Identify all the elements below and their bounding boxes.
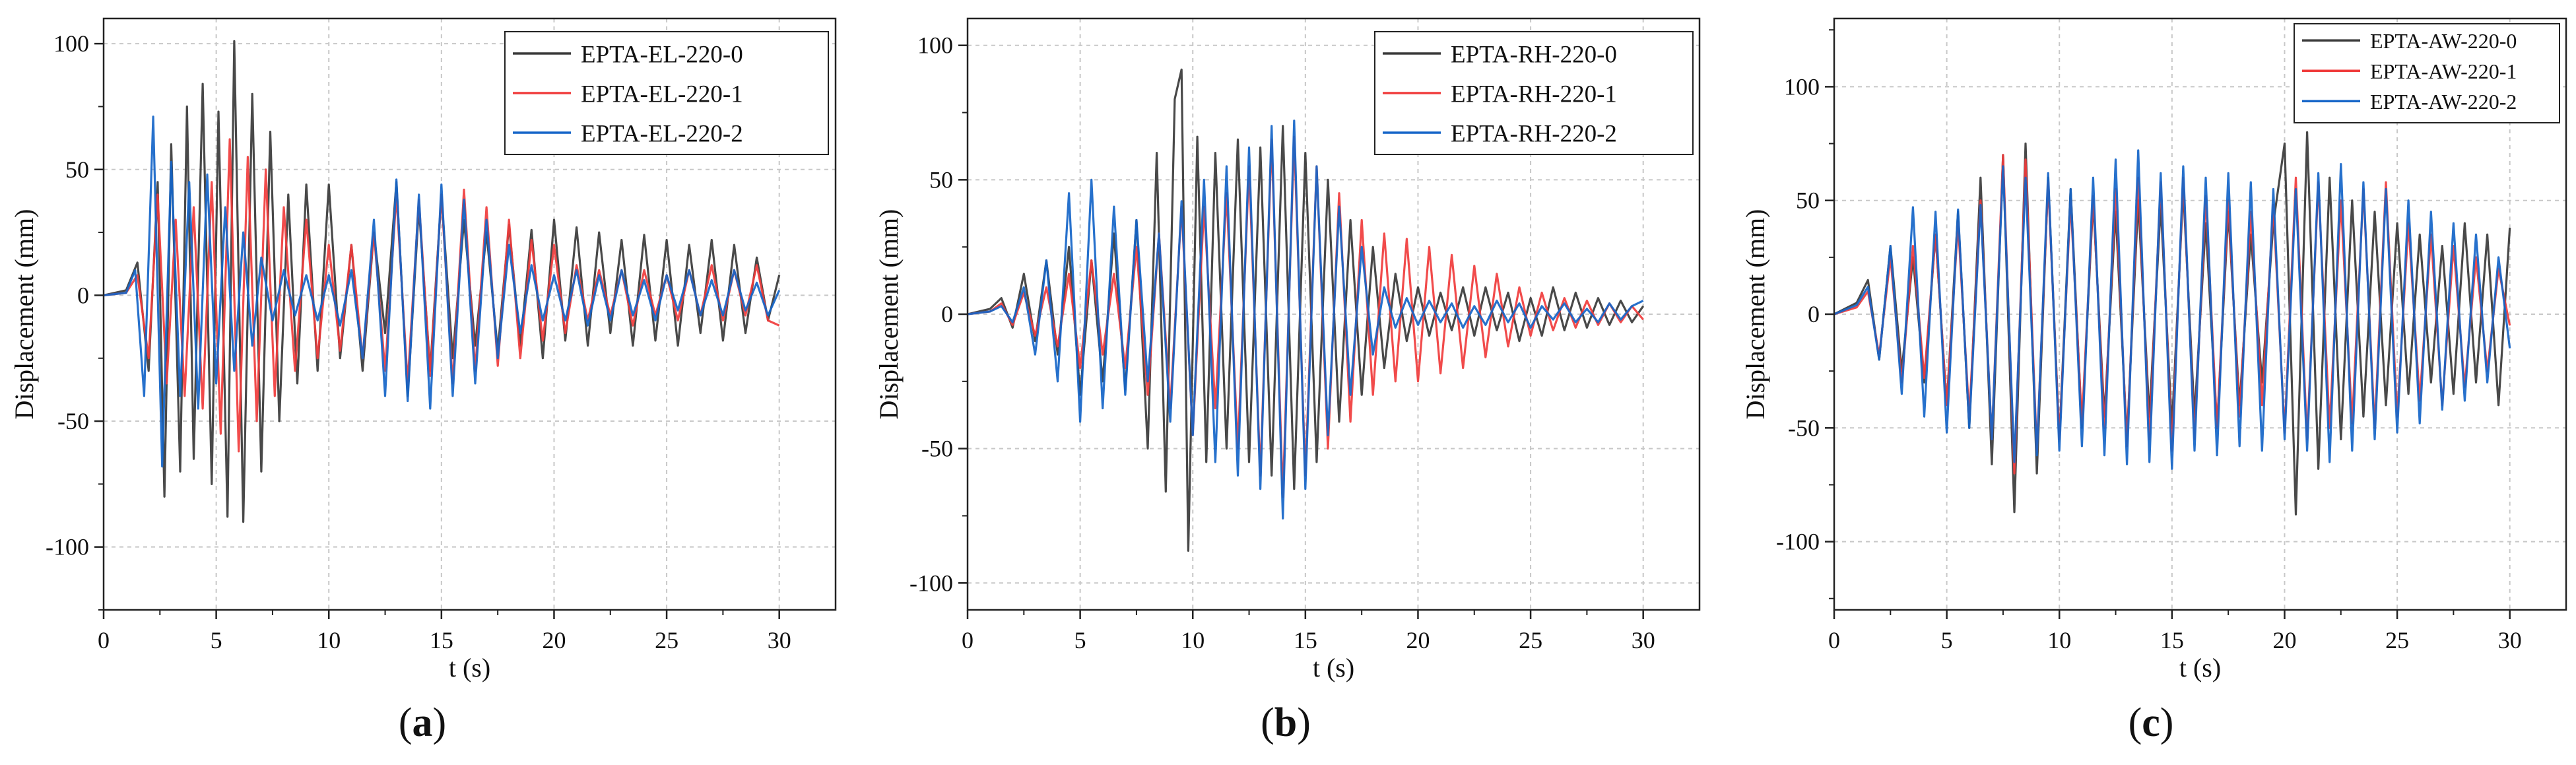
series-line-1: [968, 135, 1644, 498]
x-tick-label: 0: [962, 627, 974, 653]
legend-label-1: EPTA-AW-220-1: [2370, 59, 2517, 83]
x-tick-label: 30: [2498, 627, 2522, 653]
y-tick-label: 0: [77, 282, 89, 308]
panel-label: (a): [399, 700, 446, 745]
series-line-2: [104, 116, 781, 468]
plot-frame: [102, 17, 837, 611]
panel-label-letter: a: [413, 700, 433, 745]
x-tick-label: 10: [2047, 627, 2071, 653]
y-axis: -100 -50 0 50 100: [1776, 29, 1834, 599]
y-tick-label: -100: [909, 570, 953, 596]
legend-label-2: EPTA-AW-220-2: [2370, 90, 2517, 114]
x-tick-label: 20: [2272, 627, 2296, 653]
x-tick-label: 20: [1406, 627, 1430, 653]
panel-label-close: ): [433, 700, 447, 745]
panel-c: 0 5 10 15 20 25 30 -100 -50 0 50 100 t (s) Displaceme…: [1740, 17, 2567, 745]
y-axis: -100 -50 0 50 100: [46, 30, 104, 611]
y-tick-label: -100: [46, 534, 89, 560]
legend-label-1: EPTA-RH-220-1: [1451, 81, 1617, 108]
x-tick-label: 25: [2385, 627, 2409, 653]
y-tick-label: -50: [1788, 415, 1820, 441]
legend-label-2: EPTA-RH-220-2: [1451, 120, 1617, 147]
panel-label: (b): [1261, 700, 1311, 745]
gridlines: [968, 18, 1700, 610]
x-tick-label: 15: [430, 627, 453, 653]
y-tick-label: 0: [1808, 301, 1820, 327]
series-group: [968, 68, 1645, 552]
panel-label-open: (: [2129, 700, 2142, 745]
series-group: [104, 40, 781, 523]
y-tick-label: 50: [929, 166, 953, 193]
x-tick-label: 5: [211, 627, 222, 653]
y-axis-title: Displacement (mm): [9, 209, 39, 420]
y-tick-label: 0: [941, 301, 953, 327]
x-tick-label: 25: [655, 627, 678, 653]
x-tick-label: 25: [1519, 627, 1542, 653]
x-axis-title: t (s): [449, 653, 490, 682]
y-tick-label: 50: [1796, 187, 1820, 214]
x-axis: 0 5 10 15 20 25 30: [98, 610, 791, 653]
x-tick-label: 15: [2160, 627, 2184, 653]
legend: EPTA-RH-220-0 EPTA-RH-220-1 EPTA-RH-220-2: [1374, 31, 1694, 155]
legend: EPTA-AW-220-0 EPTA-AW-220-1 EPTA-AW-220-2: [2294, 23, 2560, 123]
panel-label-close: ): [2160, 700, 2174, 745]
panel-label-close: ): [1297, 700, 1311, 745]
panel-label-letter: b: [1274, 700, 1297, 745]
x-axis-title: t (s): [1313, 653, 1354, 682]
y-tick-label: 100: [53, 30, 89, 57]
y-axis-title: Displacement (mm): [1740, 209, 1770, 420]
series-line-2: [1834, 149, 2511, 470]
legend-label-2: EPTA-EL-220-2: [581, 120, 743, 147]
x-axis: 0 5 10 15 20 25 30: [1828, 610, 2522, 653]
y-tick-label: 100: [917, 32, 953, 59]
x-tick-label: 5: [1941, 627, 1953, 653]
panel-label-open: (: [1261, 700, 1274, 745]
panel-label-open: (: [399, 700, 413, 745]
panel-label-letter: c: [2142, 700, 2160, 745]
y-axis-title: Displacement (mm): [874, 209, 904, 420]
x-tick-label: 30: [1632, 627, 1655, 653]
legend-label-0: EPTA-EL-220-0: [581, 41, 743, 68]
y-tick-label: 50: [65, 156, 89, 183]
x-axis: 0 5 10 15 20 25 30: [962, 610, 1655, 653]
x-tick-label: 30: [768, 627, 791, 653]
series-group: [1834, 131, 2511, 516]
legend-label-1: EPTA-EL-220-1: [581, 81, 743, 108]
y-tick-label: -100: [1776, 529, 1820, 555]
x-tick-label: 0: [1828, 627, 1840, 653]
legend-label-0: EPTA-RH-220-0: [1451, 41, 1617, 68]
x-tick-label: 10: [1181, 627, 1205, 653]
legend: EPTA-EL-220-0 EPTA-EL-220-1 EPTA-EL-220-2: [504, 31, 829, 155]
x-tick-label: 0: [98, 627, 110, 653]
x-tick-label: 20: [542, 627, 566, 653]
y-axis: -100 -50 0 50 100: [909, 32, 968, 596]
x-tick-label: 5: [1074, 627, 1086, 653]
series-line-2: [968, 119, 1644, 520]
x-tick-label: 15: [1294, 627, 1317, 653]
y-tick-label: -50: [57, 408, 89, 434]
x-axis-title: t (s): [2179, 653, 2221, 682]
panel-a: 0 5 10 15 20 25 30 -100 -50 0 50 100 t (s) Displaceme…: [9, 17, 837, 745]
legend-label-0: EPTA-AW-220-0: [2370, 29, 2517, 53]
y-tick-label: 100: [1784, 73, 1820, 100]
x-tick-label: 10: [317, 627, 341, 653]
panel-label: (c): [2129, 700, 2174, 745]
y-tick-label: -50: [921, 436, 953, 462]
panel-b: 0 5 10 15 20 25 30 -100 -50 0 50 100 t (s) Displaceme…: [874, 17, 1701, 745]
